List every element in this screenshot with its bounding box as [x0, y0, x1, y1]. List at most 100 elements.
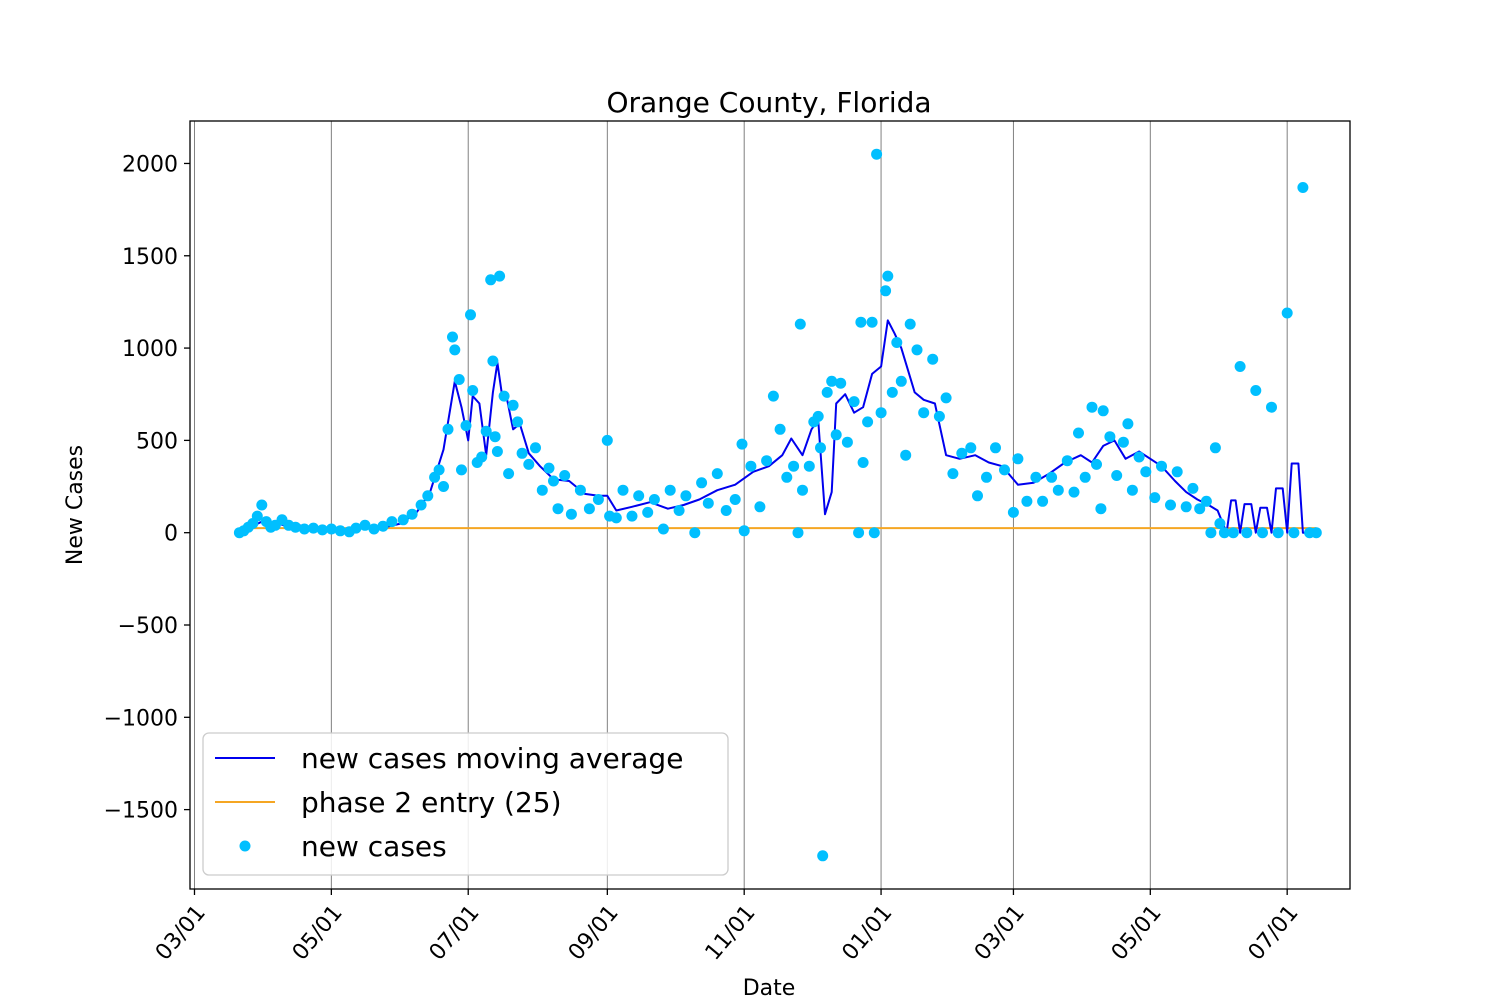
new-cases-point-37 [467, 385, 479, 396]
new-cases-point-15 [325, 523, 337, 535]
new-cases-point-35 [460, 420, 472, 432]
new-cases-point-163 [1218, 527, 1230, 539]
new-cases-point-157 [1187, 482, 1199, 494]
new-cases-point-88 [788, 460, 800, 472]
new-cases-point-128 [990, 442, 1001, 454]
new-cases-point-46 [498, 390, 510, 402]
new-cases-point-48 [507, 399, 519, 411]
new-cases-point-19 [359, 519, 371, 531]
new-cases-point-75 [696, 477, 708, 489]
new-cases-point-57 [559, 470, 571, 481]
new-cases-point-47 [503, 468, 515, 480]
new-cases-point-158 [1194, 503, 1206, 515]
new-cases-point-28 [433, 464, 445, 476]
new-cases-point-130 [1007, 506, 1019, 518]
new-cases-point-102 [848, 396, 860, 408]
new-cases-point-107 [866, 316, 878, 328]
new-cases-point-51 [523, 458, 535, 470]
new-cases-point-148 [1122, 418, 1134, 430]
new-cases-point-39 [476, 451, 488, 463]
legend-label-phase2: phase 2 entry (25) [301, 786, 562, 819]
new-cases-point-31 [447, 331, 458, 343]
new-cases-point-26 [422, 490, 434, 502]
new-cases-point-86 [774, 423, 786, 435]
new-cases-point-43 [489, 431, 501, 443]
new-cases-point-142 [1091, 458, 1102, 470]
chart-title: Orange County, Florida [606, 86, 931, 119]
new-cases-point-108 [868, 527, 880, 539]
new-cases-point-34 [456, 464, 467, 476]
y-axis-label: New Cases [63, 445, 88, 565]
new-cases-point-121 [933, 410, 945, 422]
new-cases-series [233, 148, 1322, 862]
new-cases-point-76 [702, 497, 714, 509]
new-cases-point-60 [583, 503, 595, 515]
new-cases-point-78 [720, 505, 732, 516]
new-cases-point-66 [626, 510, 638, 522]
new-cases-point-95 [815, 442, 826, 454]
new-cases-point-80 [736, 438, 748, 450]
legend-label-moving-average: new cases moving average [301, 742, 683, 775]
y-axis-ticks: 2000 1500 1000 500 0 −500 −1000 −1500 [104, 152, 190, 824]
new-cases-point-143 [1095, 503, 1107, 515]
new-cases-point-152 [1149, 492, 1161, 504]
y-tick-label-6: −1000 [104, 706, 178, 731]
new-cases-point-127 [981, 471, 992, 483]
y-tick-label-7: −1500 [104, 799, 178, 824]
new-cases-point-116 [900, 449, 912, 461]
new-cases-point-115 [895, 375, 907, 387]
new-cases-point-132 [1021, 495, 1033, 507]
new-cases-point-97 [821, 386, 833, 398]
new-cases-point-77 [711, 468, 723, 480]
new-cases-point-106 [862, 416, 874, 428]
new-cases-point-131 [1012, 453, 1024, 465]
new-cases-point-150 [1133, 451, 1145, 463]
new-cases-point-32 [449, 344, 461, 356]
new-cases-point-175 [1310, 527, 1322, 539]
new-cases-point-90 [794, 318, 806, 330]
new-cases-point-91 [797, 484, 808, 496]
new-cases-point-79 [729, 494, 741, 505]
new-cases-point-99 [830, 429, 842, 441]
new-cases-point-173 [1297, 182, 1309, 193]
new-cases-point-98 [826, 375, 838, 387]
new-cases-point-25 [415, 499, 427, 511]
legend-swatch-new-cases [239, 840, 251, 852]
new-cases-point-145 [1104, 431, 1116, 443]
new-cases-point-56 [552, 503, 564, 515]
new-cases-point-124 [956, 447, 968, 459]
new-cases-point-104 [855, 316, 867, 328]
new-cases-point-125 [965, 442, 977, 454]
new-cases-point-165 [1234, 361, 1246, 372]
new-cases-point-49 [512, 416, 524, 428]
new-cases-point-129 [999, 464, 1010, 476]
new-cases-point-64 [610, 512, 622, 524]
new-cases-point-161 [1209, 442, 1221, 454]
y-tick-label-5: −500 [118, 614, 178, 639]
new-cases-point-18 [350, 522, 362, 534]
new-cases-point-68 [642, 506, 654, 518]
y-tick-label-4: 0 [164, 522, 178, 547]
new-cases-point-140 [1079, 471, 1091, 483]
new-cases-point-155 [1171, 466, 1183, 478]
new-cases-point-137 [1061, 455, 1073, 467]
new-cases-point-134 [1037, 495, 1049, 507]
new-cases-point-69 [648, 494, 660, 505]
new-cases-point-22 [386, 516, 398, 528]
new-cases-point-36 [465, 309, 476, 321]
new-cases-point-29 [438, 481, 449, 492]
new-cases-point-114 [891, 337, 903, 348]
new-cases-point-5 [256, 499, 268, 511]
new-cases-point-12 [298, 523, 310, 535]
new-cases-point-58 [565, 508, 577, 520]
new-cases-point-126 [972, 490, 983, 502]
new-cases-point-110 [875, 407, 887, 419]
new-cases-point-138 [1068, 486, 1080, 498]
new-cases-point-92 [803, 460, 815, 472]
new-cases-point-123 [947, 468, 959, 480]
new-cases-point-70 [657, 523, 669, 535]
new-cases-point-14 [316, 524, 328, 536]
y-tick-label-1: 1500 [122, 245, 178, 270]
legend-box [202, 732, 729, 876]
